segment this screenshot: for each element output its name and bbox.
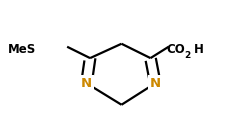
Text: N: N <box>150 77 161 90</box>
Text: N: N <box>81 77 92 90</box>
Text: CO: CO <box>166 43 185 56</box>
Text: 2: 2 <box>184 51 191 60</box>
Text: H: H <box>194 43 204 56</box>
Text: MeS: MeS <box>8 43 36 56</box>
